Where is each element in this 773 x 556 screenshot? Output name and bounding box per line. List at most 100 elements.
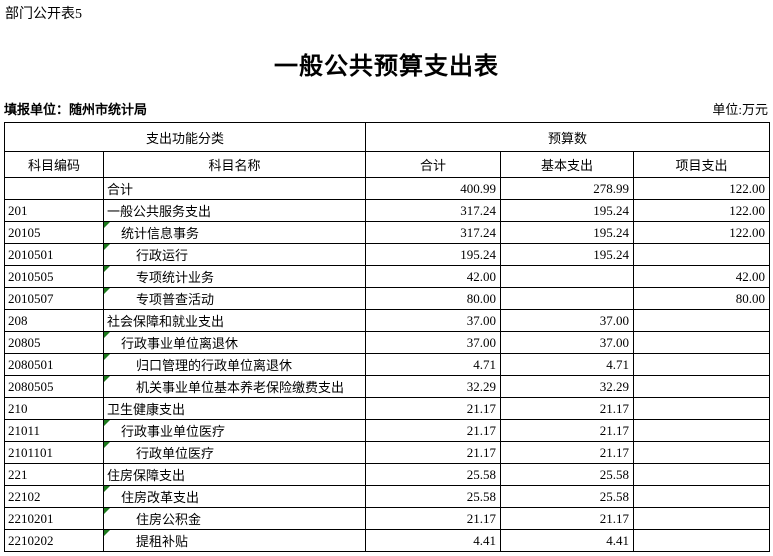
total-cell: 4.71: [365, 353, 502, 376]
subject-name: 行政运行: [136, 248, 189, 263]
error-marker-icon: [104, 332, 110, 338]
basic-cell: [500, 287, 635, 310]
code-cell: 20805: [4, 331, 104, 354]
basic-cell: 25.58: [500, 463, 635, 486]
total-cell: 80.00: [365, 287, 502, 310]
table-row: 2010505 专项统计业务 42.00 42.00: [4, 265, 771, 288]
subject-name: 住房公积金: [136, 512, 202, 527]
code-cell: 210: [4, 397, 104, 420]
total-cell: 21.17: [365, 441, 502, 464]
code-cell: 2010505: [4, 265, 104, 288]
code-cell: 22102: [4, 485, 104, 508]
name-cell: 行政运行: [102, 243, 367, 266]
project-cell: [633, 243, 771, 266]
total-cell: 317.24: [365, 199, 502, 222]
code-cell: 2101101: [4, 441, 104, 464]
error-marker-icon: [104, 244, 110, 250]
project-cell: [633, 529, 771, 552]
total-cell: 21.17: [365, 419, 502, 442]
subject-name: 专项普查活动: [136, 292, 215, 307]
name-cell: 专项普查活动: [102, 287, 367, 310]
name-cell: 专项统计业务: [102, 265, 367, 288]
subject-name: 住房保障支出: [107, 468, 186, 483]
total-cell: 195.24: [365, 243, 502, 266]
table-row: 221 住房保障支出 25.58 25.58: [4, 463, 771, 486]
subject-name: 住房改革支出: [121, 490, 200, 505]
header-basic-expenditure: 基本支出: [500, 151, 635, 178]
basic-cell: 37.00: [500, 309, 635, 332]
project-cell: [633, 507, 771, 530]
project-cell: [633, 309, 771, 332]
project-cell: [633, 375, 771, 398]
basic-cell: 25.58: [500, 485, 635, 508]
total-cell: 37.00: [365, 309, 502, 332]
table-row: 2210202 提租补贴 4.41 4.41: [4, 529, 771, 552]
code-cell: 221: [4, 463, 104, 486]
total-cell: 4.41: [365, 529, 502, 552]
header-project-expenditure: 项目支出: [633, 151, 771, 178]
table-row: 20805 行政事业单位离退休 37.00 37.00: [4, 331, 771, 354]
header-subject-name: 科目名称: [102, 151, 367, 178]
error-marker-icon: [104, 530, 110, 536]
project-cell: [633, 485, 771, 508]
table-row: 2080505 机关事业单位基本养老保险缴费支出 32.29 32.29: [4, 375, 771, 398]
error-marker-icon: [104, 486, 110, 492]
subject-name: 合计: [107, 182, 134, 197]
code-cell: 2080501: [4, 353, 104, 376]
error-marker-icon: [104, 508, 110, 514]
subject-name: 归口管理的行政单位离退休: [136, 358, 293, 373]
project-cell: [633, 463, 771, 486]
name-cell: 住房公积金: [102, 507, 367, 530]
name-cell: 一般公共服务支出: [102, 199, 367, 222]
unit-label: 单位:万元: [712, 102, 768, 117]
header-expenditure-classification: 支出功能分类: [3, 122, 367, 152]
code-cell: 2010507: [4, 287, 104, 310]
header-total: 合计: [365, 151, 502, 178]
budget-table: 支出功能分类 预算数 科目编码 科目名称 合计 基本支出 项目支出 合计 400…: [3, 122, 771, 552]
basic-cell: 21.17: [500, 507, 635, 530]
table-row: 20105 统计信息事务 317.24 195.24 122.00: [4, 221, 771, 244]
header-budget-figures: 预算数: [365, 122, 771, 152]
total-cell: 21.17: [365, 507, 502, 530]
project-cell: 122.00: [633, 177, 771, 200]
page-title: 一般公共预算支出表: [274, 54, 499, 80]
total-cell: 317.24: [365, 221, 502, 244]
name-cell: 行政单位医疗: [102, 441, 367, 464]
table-row: 2010507 专项普查活动 80.00 80.00: [4, 287, 771, 310]
table-row: 2080501 归口管理的行政单位离退休 4.71 4.71: [4, 353, 771, 376]
document-tag: 部门公开表5: [5, 7, 82, 22]
code-cell: 2080505: [4, 375, 104, 398]
subject-name: 行政事业单位医疗: [121, 424, 226, 439]
basic-cell: 32.29: [500, 375, 635, 398]
table-row: 22102 住房改革支出 25.58 25.58: [4, 485, 771, 508]
project-cell: [633, 353, 771, 376]
error-marker-icon: [104, 354, 110, 360]
name-cell: 住房保障支出: [102, 463, 367, 486]
total-cell: 25.58: [365, 485, 502, 508]
code-cell: 208: [4, 309, 104, 332]
table-row: 2010501 行政运行 195.24 195.24: [4, 243, 771, 266]
name-cell: 提租补贴: [102, 529, 367, 552]
basic-cell: 4.71: [500, 353, 635, 376]
budget-table-body: 合计 400.99 278.99 122.00 201 一般公共服务支出 317…: [4, 177, 771, 552]
table-row: 21011 行政事业单位医疗 21.17 21.17: [4, 419, 771, 442]
project-cell: [633, 331, 771, 354]
table-row: 2210201 住房公积金 21.17 21.17: [4, 507, 771, 530]
basic-cell: 21.17: [500, 419, 635, 442]
subject-name: 社会保障和就业支出: [107, 314, 225, 329]
table-row: 2101101 行政单位医疗 21.17 21.17: [4, 441, 771, 464]
basic-cell: 37.00: [500, 331, 635, 354]
total-cell: 25.58: [365, 463, 502, 486]
error-marker-icon: [104, 266, 110, 272]
error-marker-icon: [104, 376, 110, 382]
table-row: 201 一般公共服务支出 317.24 195.24 122.00: [4, 199, 771, 222]
error-marker-icon: [104, 222, 110, 228]
basic-cell: 21.17: [500, 397, 635, 420]
project-cell: [633, 419, 771, 442]
name-cell: 住房改革支出: [102, 485, 367, 508]
total-cell: 400.99: [365, 177, 502, 200]
code-cell: 201: [4, 199, 104, 222]
basic-cell: 195.24: [500, 199, 635, 222]
total-cell: 21.17: [365, 397, 502, 420]
